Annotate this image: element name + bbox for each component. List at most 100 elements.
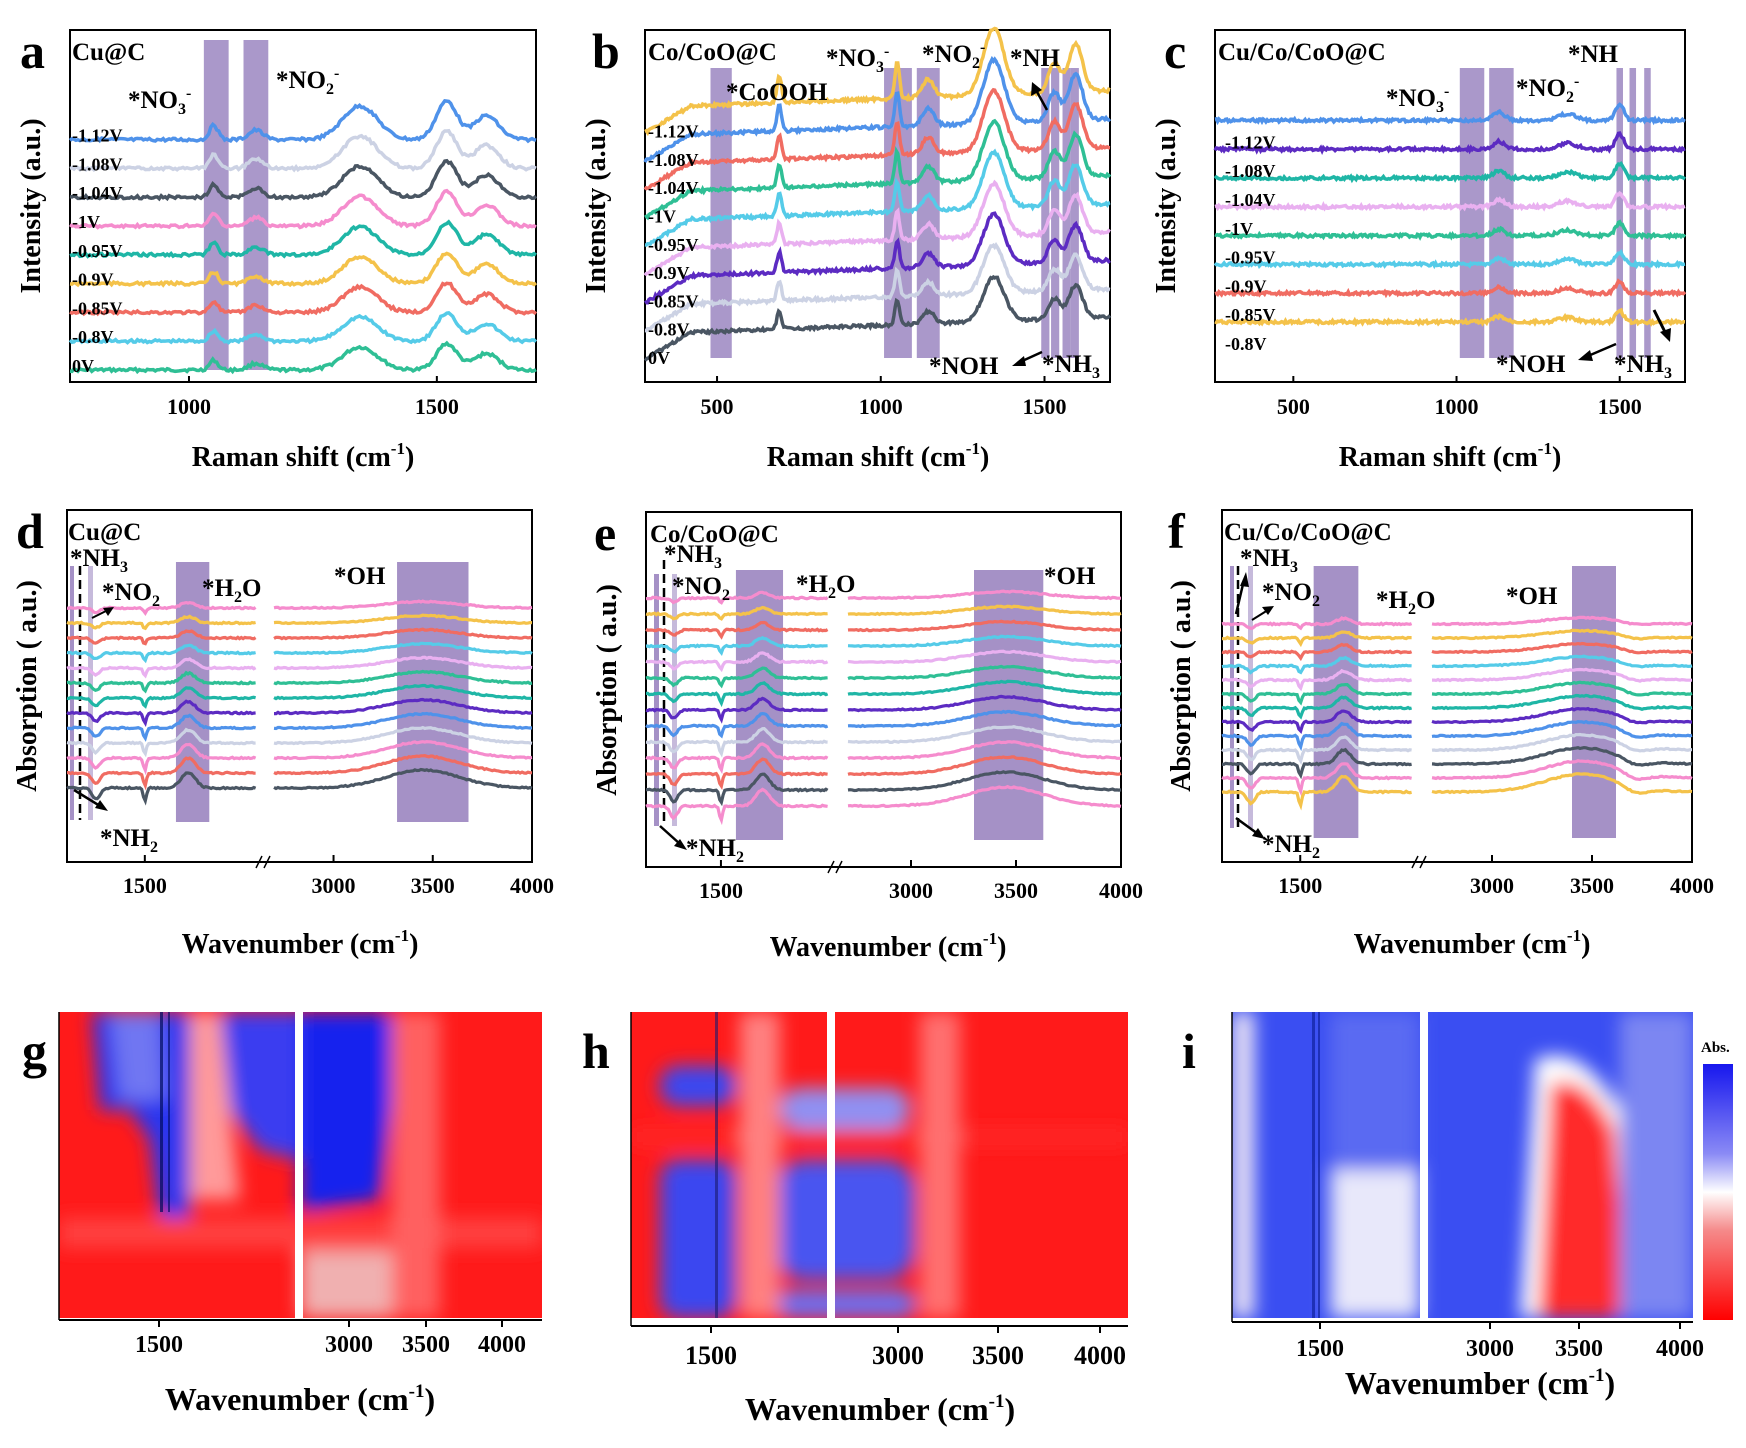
panel-b-trace--1.08V (643, 55, 1112, 163)
panel-f-arrowhead-nh2 (1252, 828, 1265, 839)
panel-h-xtick-label: 4000 (1074, 1341, 1126, 1370)
panel-c-title: Cu/Co/CoO@C (1218, 39, 1386, 66)
panel-e: e Co/CoO@C *NH3 *NO2 *H2O *OH *NH2 1500 3… (592, 505, 1143, 963)
panel-d-annotation-nh2: *NH2 (100, 825, 158, 856)
panel-f-break-mark (1411, 855, 1419, 869)
panel-d-trace-low (66, 614, 256, 631)
panel-d-trace-high (273, 641, 533, 656)
panel-d-arrowhead-nh2 (95, 800, 108, 811)
panel-d-trace-high (273, 739, 533, 761)
panel-d-letter: d (16, 503, 44, 559)
panel-a-trace--1.08V (69, 128, 537, 173)
panel-h-heatmap (631, 1012, 1128, 1318)
panel-d-ylabel: Absorption ( a.u.) (12, 580, 43, 792)
panel-b-trace--1.04V (643, 87, 1111, 191)
panel-b-arrowhead-nh (1031, 82, 1042, 96)
panel-a-potential-label: 0V (72, 356, 94, 376)
panel-e-trace-high (847, 664, 1122, 681)
panel-f-trace-high (1431, 693, 1693, 711)
panel-b-annotation-noh: *NOH (929, 353, 999, 380)
colorbar-label: Abs. (1701, 1040, 1730, 1056)
panel-e-xtick-label: 4000 (1099, 878, 1143, 903)
panel-c-xlabel: Raman shift (cm-1) (1339, 439, 1562, 473)
panel-f-trace-low (1221, 616, 1413, 631)
panel-e-xtick-label: 3500 (994, 878, 1038, 903)
panel-f-trace-high (1431, 759, 1693, 782)
panel-b-annotation-no3: *NO3- (826, 43, 889, 76)
panel-d: d Cu@C *NH3 *NO2 *H2O *OH *NH2 1500 3000 3… (12, 503, 554, 960)
panel-e-letter: e (594, 505, 616, 561)
panel-f-trace-high (1431, 615, 1693, 627)
panel-e-band-1 (974, 570, 1044, 840)
panel-e-trace-low (645, 651, 829, 673)
panel-c-xtick-label: 1500 (1598, 394, 1642, 419)
panel-c: c Cu/Co/CoO@C *NO3- *NO2- *NH *NOH *NH3 … (1151, 23, 1687, 473)
panel-b-band-6 (1070, 68, 1079, 358)
panel-a-band-0 (203, 40, 229, 370)
panel-a-xtick-label: 1000 (167, 394, 211, 419)
panel-b-potential-label: -0.8V (648, 320, 690, 340)
panel-b-annotation-no2: *NO2- (922, 39, 985, 72)
panel-c-ylabel: Intensity (a.u.) (1151, 118, 1182, 293)
panel-h-xtick-label: 1500 (685, 1341, 737, 1370)
panel-f-trace-low (1221, 683, 1412, 706)
panel-f-break-mark (1419, 855, 1427, 869)
panel-c-potential-label: -0.8V (1225, 334, 1267, 354)
panel-a-letter: a (20, 23, 45, 79)
panel-b-potential-label: -1V (648, 207, 676, 227)
panel-f-trace-high (1431, 641, 1693, 655)
panel-f-frame (1221, 509, 1693, 863)
panel-d-xlabel: Wavenumber (cm-1) (182, 926, 419, 960)
panel-h-letter: h (582, 1023, 610, 1079)
panel-a-trace--1.12V (68, 99, 537, 144)
panel-g-xtick-label: 3500 (402, 1332, 450, 1358)
panel-b-potential-label: -0.85V (648, 291, 699, 311)
panel-e-trace-high (847, 784, 1122, 809)
panel-f-trace-high (1431, 654, 1693, 669)
panel-f-annotation-h2o: *H2O (1376, 587, 1435, 618)
panel-d-xtick-label: 1500 (123, 873, 167, 898)
panel-h-xtick-label: 3500 (972, 1341, 1024, 1370)
panel-e-trace-low (645, 772, 829, 807)
panel-i-letter: i (1182, 1023, 1196, 1079)
panel-i-xlabel: Wavenumber (cm-1) (1345, 1365, 1615, 1401)
panel-f-xtick-label: 4000 (1670, 873, 1714, 898)
panel-b-trace-0V (643, 274, 1112, 362)
panel-g: g 1500 3000 3500 4000 Wavenumber (cm-1) (22, 1012, 542, 1417)
panel-d-trace-high (273, 599, 533, 611)
panel-c-trace--0.85V (1214, 278, 1687, 299)
panel-a-potential-label: -0.95V (72, 241, 123, 261)
panel-d-trace-low (66, 713, 257, 742)
panel-e-ylabel: Absorption ( a.u.) (592, 584, 623, 796)
panel-f-xlabel: Wavenumber (cm-1) (1354, 926, 1591, 960)
panel-e-arrowhead-nh2 (674, 839, 687, 850)
panel-c-arrow-nh3 (1652, 309, 1668, 335)
panel-b-title: Co/CoO@C (648, 39, 777, 66)
panel-e-xtick-label: 1500 (699, 878, 743, 903)
panel-i-heatmap (1232, 1012, 1693, 1318)
panel-b-potential-label: 0V (648, 348, 670, 368)
panel-e-annotation-no2: *NO2 (672, 573, 730, 604)
panel-f-annotation-nh3: *NH3 (1240, 545, 1298, 576)
panel-d-trace-low (66, 771, 257, 806)
panel-b-annotation-nh3: *NH3 (1042, 351, 1100, 382)
panel-b-potential-label: -0.9V (648, 263, 690, 283)
panel-a-potential-label: -1.04V (72, 183, 123, 203)
panel-b-arrowhead-noh (1012, 356, 1026, 366)
panel-d-trace-low (66, 699, 256, 727)
panel-e-trace-low (645, 757, 828, 790)
panel-c-arrow-noh (1587, 342, 1617, 358)
panel-e-trace-high (847, 619, 1122, 633)
panel-f-trace-low (1221, 747, 1412, 780)
panel-a-trace-0V (69, 340, 537, 375)
panel-e-trace-high (847, 589, 1121, 601)
panel-c-arrowhead-noh (1578, 350, 1593, 361)
panel-e-annotation-nh3: *NH3 (664, 541, 722, 572)
panel-f-trace-high (1431, 706, 1693, 725)
panel-e-trace-high (847, 725, 1122, 745)
panel-d-trace-high (273, 655, 533, 671)
panel-d-title: Cu@C (68, 519, 141, 546)
panel-d-trace-high (273, 767, 533, 791)
panel-f-arrowhead-nh3 (1240, 572, 1249, 587)
